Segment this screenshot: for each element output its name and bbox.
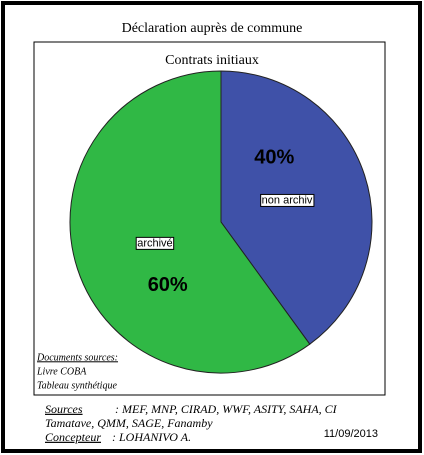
value-label: 40% [254, 147, 294, 169]
concepteur-text: : LOHANIVO A. [112, 430, 191, 444]
sources-line: Livre COBA [36, 366, 87, 377]
category-label-box [260, 193, 315, 207]
pie: 40% non archiv 60% archivé [69, 70, 373, 374]
sources-text: Tamatave, QMM, SAGE, Fanamby [45, 416, 213, 430]
sources-text: : MEF, MNP, CIRAD, WWF, ASITY, SAHA, CI [115, 402, 338, 416]
value-label: 60% [148, 274, 188, 296]
chart-subtitle: Contrats initiaux [165, 53, 259, 68]
sources-line: Tableau synthétique [37, 380, 117, 391]
chart-title: Déclaration auprès de commune [122, 21, 303, 36]
category-label-box [135, 236, 175, 250]
date: 11/09/2013 [324, 428, 378, 440]
sources-heading: Documents sources: [36, 352, 118, 363]
concepteur-label: Concepteur [45, 430, 101, 444]
pie-slice [69, 70, 311, 374]
pie-slice [220, 70, 373, 345]
sources-label: Sources [45, 402, 83, 416]
category-label: archivé [137, 237, 172, 249]
category-label: non archiv [262, 194, 313, 206]
